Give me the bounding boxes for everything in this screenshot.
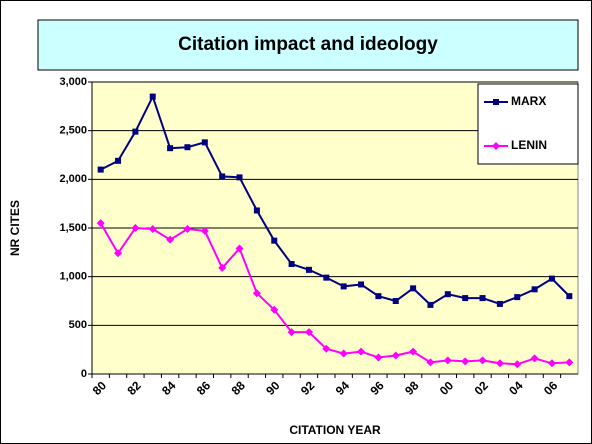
- marker: [566, 293, 573, 300]
- marker: [443, 356, 452, 365]
- series-line: [99, 222, 570, 366]
- marker: [547, 359, 556, 368]
- marker: [201, 139, 208, 146]
- marker: [496, 300, 503, 307]
- marker: [444, 291, 451, 298]
- marker: [357, 347, 366, 356]
- marker: [305, 266, 312, 273]
- legend-box: [477, 83, 579, 165]
- marker: [167, 145, 174, 152]
- marker: [270, 305, 279, 314]
- marker: [513, 360, 522, 369]
- title-box: [37, 19, 579, 71]
- marker: [375, 293, 382, 300]
- marker: [340, 283, 347, 290]
- y-tick-label: 500: [69, 319, 87, 331]
- marker: [253, 207, 260, 214]
- marker: [114, 249, 123, 258]
- marker: [492, 142, 500, 150]
- marker: [478, 356, 487, 365]
- marker: [462, 295, 469, 302]
- marker: [184, 144, 191, 151]
- marker: [132, 128, 139, 135]
- marker: [427, 301, 434, 308]
- marker: [218, 263, 227, 272]
- series-line: [100, 93, 571, 307]
- marker: [548, 275, 555, 282]
- marker: [236, 174, 243, 181]
- x-axis-label: CITATION YEAR: [289, 423, 381, 437]
- marker: [288, 261, 295, 268]
- marker: [409, 347, 418, 356]
- marker: [271, 237, 278, 244]
- marker: [426, 358, 435, 367]
- marker: [391, 351, 400, 360]
- y-tick-label: 0: [81, 368, 87, 380]
- marker: [252, 289, 261, 298]
- marker: [493, 99, 499, 105]
- marker: [287, 328, 296, 337]
- y-tick-label: 1,500: [59, 222, 87, 234]
- marker: [323, 274, 330, 281]
- legend-label: MARX: [511, 94, 546, 108]
- chart-title: Citation impact and ideology: [178, 34, 438, 55]
- marker: [322, 344, 331, 353]
- marker: [479, 295, 486, 302]
- marker: [339, 349, 348, 358]
- marker: [514, 294, 521, 301]
- marker: [461, 357, 470, 366]
- marker: [392, 298, 399, 304]
- marker: [530, 354, 539, 363]
- marker: [200, 226, 209, 235]
- marker: [219, 173, 226, 180]
- marker: [358, 281, 365, 288]
- marker: [166, 235, 175, 244]
- marker: [183, 224, 192, 233]
- marker: [374, 353, 383, 362]
- y-tick-label: 2,500: [59, 125, 87, 137]
- y-tick-label: 2,000: [59, 173, 87, 185]
- marker: [96, 219, 105, 228]
- marker: [410, 285, 417, 292]
- marker: [565, 358, 574, 367]
- marker: [495, 359, 504, 368]
- legend-label: LENIN: [511, 138, 547, 152]
- marker: [115, 157, 122, 164]
- y-tick-label: 1,000: [59, 271, 87, 283]
- marker: [304, 328, 313, 337]
- marker: [148, 224, 157, 233]
- marker: [531, 286, 538, 293]
- y-axis-label: NR CITES: [8, 200, 22, 256]
- marker: [131, 224, 140, 232]
- marker: [149, 93, 156, 100]
- marker: [235, 244, 244, 253]
- marker: [97, 166, 104, 173]
- y-tick-label: 3,000: [59, 76, 87, 88]
